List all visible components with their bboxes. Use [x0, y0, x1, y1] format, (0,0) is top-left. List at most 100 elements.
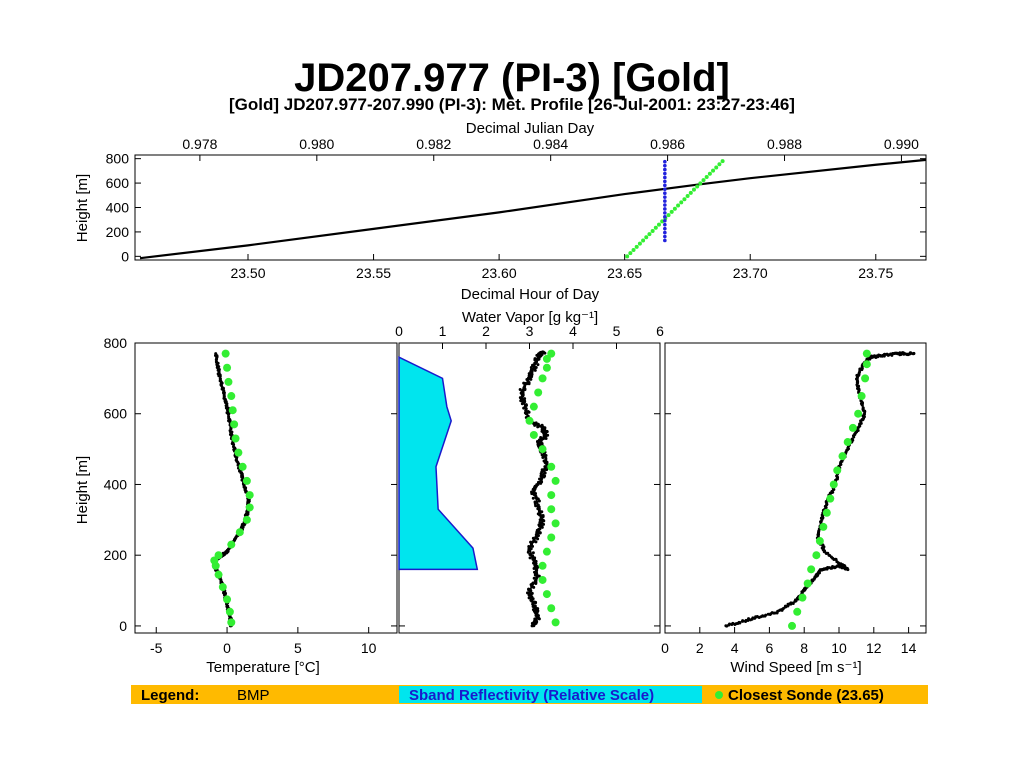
legend-sband-swatch [399, 686, 702, 703]
top-x2-tick-label: 0.990 [884, 136, 919, 152]
top-y-tick-label: 400 [106, 200, 130, 216]
top-x2-tick-label: 0.988 [767, 136, 802, 152]
top-x-tick-label: 23.75 [858, 265, 893, 281]
top-sonde-point [695, 184, 700, 189]
top-sonde-point [717, 162, 722, 167]
top-time-marker-point [663, 238, 667, 243]
water-vapor-x2-tick-label: 2 [482, 323, 490, 339]
water-vapor-sonde-point [547, 349, 556, 358]
top-time-marker-point [663, 234, 667, 239]
wind-speed-x-tick-label: 8 [800, 640, 808, 656]
water-vapor-sonde-point [542, 354, 551, 363]
water-vapor-sonde-point [542, 363, 551, 372]
water-vapor-axis-label: Water Vapor [g kg⁻¹] [462, 309, 598, 326]
top-sonde-point [653, 225, 658, 230]
temperature-plot-area: 0 200 400 600 800 -5 0 5 10 [104, 335, 398, 656]
temperature-sonde-point [224, 377, 233, 386]
wind-speed-plot-frame [664, 342, 927, 634]
top-sonde-point [634, 244, 639, 249]
top-sonde-point [656, 222, 661, 227]
top-sonde-point [625, 254, 630, 259]
temperature-x-tick-label: 0 [223, 640, 231, 656]
top-time-marker-point [663, 218, 667, 223]
temperature-sonde-point [227, 392, 236, 401]
wind-speed-x-tick-label: 2 [696, 640, 704, 656]
temperature-sonde-point [227, 618, 236, 627]
top-time-marker-point [663, 222, 667, 227]
temperature-sonde-point [245, 503, 254, 512]
temperature-sonde-point [230, 420, 239, 429]
water-vapor-sonde-point [542, 547, 551, 556]
top-y-tick-label: 800 [106, 151, 130, 167]
top-time-marker-point [663, 159, 667, 164]
water-vapor-bmp-point [526, 591, 530, 595]
water-vapor-bmp-point [538, 518, 542, 522]
top-sonde-point [628, 251, 633, 256]
wind-speed-plot-area: 0 2 4 6 8 10 12 14 [661, 342, 927, 656]
temperature-y-tick-label: 0 [119, 618, 127, 634]
temperature-sonde-point [242, 476, 251, 485]
water-vapor-sonde-point [538, 561, 547, 570]
top-sonde-point [672, 206, 677, 211]
water-vapor-x2-tick-label: 4 [569, 323, 577, 339]
top-time-marker-point [663, 211, 667, 215]
top-sonde-point [711, 168, 716, 173]
wind-speed-sonde-point [826, 494, 835, 503]
temperature-x-tick-label: -5 [150, 640, 163, 656]
water-vapor-bmp-point [518, 388, 522, 392]
water-vapor-sonde-point [538, 575, 547, 584]
temperature-sonde-point [227, 540, 236, 549]
top-sonde-point [704, 174, 709, 179]
wind-speed-x-tick-label: 14 [901, 640, 917, 656]
top-y-tick-label: 200 [106, 224, 130, 240]
top-sonde-point [669, 209, 674, 214]
top-x-axis-label: Decimal Hour of Day [461, 286, 600, 303]
water-vapor-sonde-point [538, 445, 547, 454]
water-vapor-sonde-point [551, 618, 560, 627]
top-plot-area: 23.50 23.55 23.60 23.65 23.70 23.75 0.978 0.980… [106, 136, 927, 281]
wind-speed-x-tick-label: 6 [766, 640, 774, 656]
water-vapor-sonde-point [547, 491, 556, 500]
top-x-tick-label: 23.70 [733, 265, 768, 281]
wind-speed-sonde-point [833, 466, 842, 475]
water-vapor-bmp-point [529, 540, 533, 544]
top-sonde-point [676, 203, 681, 208]
water-vapor-sonde-point [551, 476, 560, 485]
wind-speed-sonde-point [819, 522, 828, 531]
top-x2-tick-label: 0.978 [182, 136, 217, 152]
water-vapor-bmp-point [529, 366, 533, 370]
top-y-tick-label: 600 [106, 175, 130, 191]
wind-speed-sonde-point [862, 349, 871, 358]
temperature-y-tick-label: 600 [104, 406, 128, 422]
wind-speed-x-tick-label: 10 [831, 640, 847, 656]
top-x-tick-label: 23.55 [356, 265, 391, 281]
water-vapor-plot-area: 0 1 2 3 4 5 6 [395, 323, 664, 634]
legend-title: Legend: [141, 687, 199, 704]
temperature-sonde-point [234, 448, 243, 457]
top-x-tick-label: 23.65 [607, 265, 642, 281]
water-vapor-sonde-point [542, 590, 551, 599]
water-vapor-bmp-point [540, 423, 544, 427]
bottom-y-axis-label: Height [m] [74, 456, 91, 524]
top-bmp-track-line [139, 158, 927, 260]
temperature-x-tick-label: 10 [361, 640, 377, 656]
top-time-marker-point [663, 187, 667, 192]
water-vapor-bmp-point [543, 351, 547, 355]
water-vapor-sonde-point [538, 374, 547, 383]
wind-speed-sonde-point [812, 551, 821, 560]
top-sonde-point [688, 190, 693, 195]
water-vapor-bmp-point [527, 372, 531, 376]
water-vapor-sonde-point [529, 430, 538, 439]
wind-speed-sonde-point [815, 537, 824, 546]
top-sonde-point [631, 247, 636, 252]
top-x-tick-label: 23.50 [230, 265, 265, 281]
top-y-tick-label: 0 [121, 248, 129, 264]
top-x-tick-label: 23.60 [482, 265, 517, 281]
temperature-y-tick-label: 200 [104, 547, 128, 563]
top-time-marker-point [663, 163, 667, 168]
top-sonde-point [701, 178, 706, 183]
temperature-sonde-point [242, 515, 251, 524]
water-vapor-bmp-point [536, 607, 540, 611]
temperature-y-tick-label: 400 [104, 476, 128, 492]
temperature-y-tick-label: 800 [104, 335, 128, 351]
